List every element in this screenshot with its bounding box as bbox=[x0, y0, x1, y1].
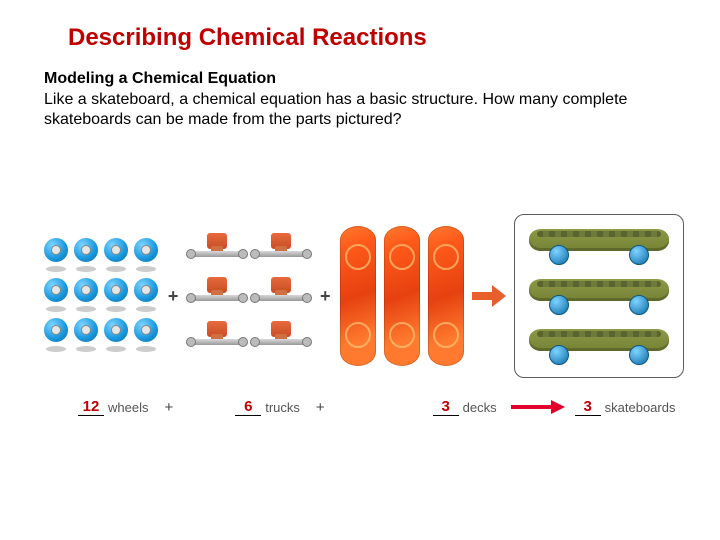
wheels-group bbox=[44, 238, 158, 354]
decks-group bbox=[340, 226, 464, 366]
plus-icon: + bbox=[164, 399, 173, 416]
wheel-icon bbox=[104, 238, 128, 272]
wheel-icon bbox=[44, 278, 68, 312]
reaction-arrow-icon bbox=[472, 285, 506, 307]
skateboard-icon bbox=[529, 227, 669, 265]
wheel-icon bbox=[74, 318, 98, 352]
skateboard-icon bbox=[529, 277, 669, 315]
truck-icon bbox=[252, 321, 310, 355]
label-wheels: wheels bbox=[108, 400, 148, 415]
truck-icon bbox=[252, 277, 310, 311]
plus-icon: + bbox=[316, 399, 325, 416]
wheel-icon bbox=[74, 278, 98, 312]
wheel-icon bbox=[44, 238, 68, 272]
body-text: Like a skateboard, a chemical equation h… bbox=[44, 90, 676, 130]
coeff-trucks: 6 bbox=[235, 398, 261, 416]
page-title: Describing Chemical Reactions bbox=[68, 24, 676, 52]
coeff-wheels: 12 bbox=[78, 398, 104, 416]
wheel-icon bbox=[134, 318, 158, 352]
equation-legend: 12 wheels + 6 trucks + 3 decks 3 skatebo… bbox=[44, 398, 684, 416]
deck-icon bbox=[428, 226, 464, 366]
wheel-icon bbox=[134, 238, 158, 272]
label-skateboards: skateboards bbox=[605, 400, 676, 415]
skateboard-icon bbox=[529, 327, 669, 365]
wheel-icon bbox=[104, 278, 128, 312]
deck-icon bbox=[340, 226, 376, 366]
section-subheading: Modeling a Chemical Equation bbox=[44, 70, 676, 88]
trucks-group bbox=[188, 233, 310, 359]
wheel-icon bbox=[74, 238, 98, 272]
wheel-icon bbox=[134, 278, 158, 312]
deck-icon bbox=[384, 226, 420, 366]
truck-icon bbox=[188, 321, 246, 355]
product-box bbox=[514, 214, 684, 378]
truck-icon bbox=[252, 233, 310, 267]
truck-icon bbox=[188, 277, 246, 311]
plus-icon: + bbox=[320, 286, 331, 307]
wheel-icon bbox=[44, 318, 68, 352]
wheel-icon bbox=[104, 318, 128, 352]
truck-icon bbox=[188, 233, 246, 267]
coeff-decks: 3 bbox=[433, 398, 459, 416]
yields-arrow-icon bbox=[511, 400, 565, 414]
plus-icon: + bbox=[168, 286, 179, 307]
reaction-diagram: + + bbox=[44, 216, 684, 376]
coeff-skateboards: 3 bbox=[575, 398, 601, 416]
label-trucks: trucks bbox=[265, 400, 300, 415]
label-decks: decks bbox=[463, 400, 497, 415]
